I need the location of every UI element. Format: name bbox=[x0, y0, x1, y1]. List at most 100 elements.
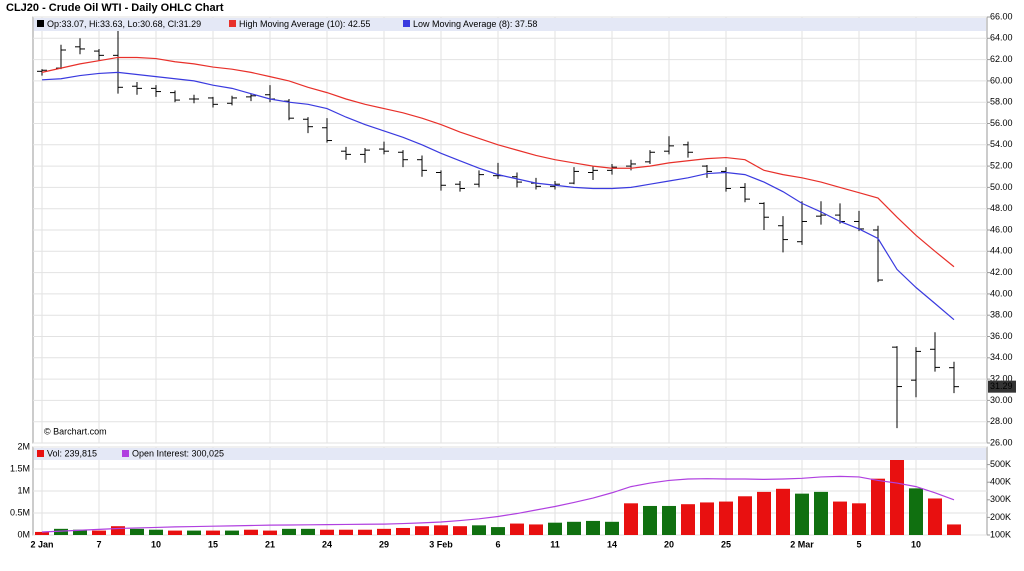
y-tick-label: 46.00 bbox=[990, 224, 1013, 234]
y-tick-label: 1.5M bbox=[10, 463, 30, 473]
x-tick-label: 7 bbox=[96, 539, 101, 549]
x-tick-label: 10 bbox=[911, 539, 921, 549]
x-tick-label: 29 bbox=[379, 539, 389, 549]
volume-bar bbox=[795, 493, 809, 535]
volume-bar bbox=[719, 501, 733, 535]
y2-tick-label: 500K bbox=[990, 459, 1011, 469]
volume-bar bbox=[358, 529, 372, 535]
y-tick-label: 40.00 bbox=[990, 288, 1013, 298]
x-tick-label: 25 bbox=[721, 539, 731, 549]
chart-title: CLJ20 - Crude Oil WTI - Daily OHLC Chart bbox=[6, 2, 224, 14]
y-tick-label: 62.00 bbox=[990, 54, 1013, 64]
x-tick-label: 3 Feb bbox=[429, 539, 453, 549]
legend-swatch bbox=[37, 20, 44, 27]
x-tick-label: 11 bbox=[550, 539, 560, 549]
volume-bar bbox=[396, 527, 410, 535]
volume-bar bbox=[700, 502, 714, 535]
volume-bar bbox=[73, 529, 87, 535]
last-price-box bbox=[988, 380, 1016, 393]
y-tick-label: 58.00 bbox=[990, 97, 1013, 107]
legend-swatch bbox=[229, 20, 236, 27]
volume-bar bbox=[225, 530, 239, 535]
volume-bar bbox=[149, 529, 163, 535]
volume-bar bbox=[871, 478, 885, 535]
y-tick-label: 1M bbox=[17, 485, 30, 495]
volume-bar bbox=[282, 528, 296, 535]
volume-bar bbox=[548, 522, 562, 535]
volume-bar bbox=[510, 523, 524, 535]
volume-bar bbox=[244, 529, 258, 535]
legend-swatch bbox=[403, 20, 410, 27]
volume-bar bbox=[852, 503, 866, 535]
x-tick-label: 14 bbox=[607, 539, 617, 549]
volume-bar bbox=[814, 491, 828, 535]
y-tick-label: 42.00 bbox=[990, 267, 1013, 277]
x-tick-label: 10 bbox=[151, 539, 161, 549]
x-tick-label: 5 bbox=[856, 539, 861, 549]
legend-label: Vol: 239,815 bbox=[47, 448, 97, 458]
y-tick-label: 28.00 bbox=[990, 416, 1013, 426]
volume-bar bbox=[491, 527, 505, 535]
legend-label: Open Interest: 300,025 bbox=[132, 448, 224, 458]
volume-bar bbox=[339, 529, 353, 535]
volume-bar bbox=[92, 530, 106, 535]
volume-bar bbox=[301, 528, 315, 535]
volume-bar bbox=[187, 530, 201, 535]
volume-bar bbox=[320, 529, 334, 535]
legend-label: Low Moving Average (8): 37.58 bbox=[413, 19, 537, 29]
marks: 31.29 bbox=[35, 27, 1016, 535]
volume-bar bbox=[529, 524, 543, 535]
x-tick-label: 2 Mar bbox=[790, 539, 814, 549]
x-tick-label: 15 bbox=[208, 539, 218, 549]
y2-tick-label: 300K bbox=[990, 494, 1011, 504]
y-tick-label: 38.00 bbox=[990, 310, 1013, 320]
last-price-label: 31.29 bbox=[990, 381, 1013, 391]
volume-bar bbox=[605, 521, 619, 535]
y-tick-label: 56.00 bbox=[990, 118, 1013, 128]
volume-bar bbox=[890, 458, 904, 535]
volume-bar bbox=[833, 501, 847, 535]
x-tick-label: 6 bbox=[495, 539, 500, 549]
volume-bar bbox=[586, 520, 600, 535]
volume-bar bbox=[567, 521, 581, 535]
y-tick-label: 0.5M bbox=[10, 507, 30, 517]
x-tick-label: 2 Jan bbox=[30, 539, 53, 549]
y-tick-label: 54.00 bbox=[990, 139, 1013, 149]
y-tick-label: 64.00 bbox=[990, 33, 1013, 43]
y-tick-label: 36.00 bbox=[990, 331, 1013, 341]
x-tick-label: 24 bbox=[322, 539, 332, 549]
volume-bar bbox=[662, 505, 676, 535]
volume-bar bbox=[434, 525, 448, 535]
y2-tick-label: 200K bbox=[990, 512, 1011, 522]
volume-bar bbox=[909, 488, 923, 535]
legend-band bbox=[34, 448, 986, 460]
volume-bar bbox=[776, 488, 790, 535]
open-interest-line bbox=[41, 475, 955, 533]
x-tick-label: 21 bbox=[265, 539, 275, 549]
volume-bar bbox=[206, 530, 220, 535]
legend-label: Op:33.07, Hi:33.63, Lo:30.68, Cl:31.29 bbox=[47, 19, 201, 29]
y-tick-label: 48.00 bbox=[990, 203, 1013, 213]
y-tick-label: 32.00 bbox=[990, 373, 1013, 383]
y-tick-label: 60.00 bbox=[990, 75, 1013, 85]
legend-swatch bbox=[37, 450, 44, 457]
y-tick-label: 50.00 bbox=[990, 182, 1013, 192]
y2-tick-label: 400K bbox=[990, 477, 1011, 487]
y-tick-label: 30.00 bbox=[990, 395, 1013, 405]
y-tick-label: 52.00 bbox=[990, 160, 1013, 170]
legend: Op:33.07, Hi:33.63, Lo:30.68, Cl:31.29 Hi… bbox=[37, 19, 537, 458]
legend-band bbox=[34, 18, 986, 31]
volume-bar bbox=[947, 524, 961, 535]
y2-tick-label: 100K bbox=[990, 529, 1011, 539]
source-note: © Barchart.com bbox=[44, 426, 107, 436]
y-tick-label: 34.00 bbox=[990, 352, 1013, 362]
volume-bar bbox=[738, 496, 752, 535]
volume-bar bbox=[415, 526, 429, 535]
volume-bar bbox=[643, 505, 657, 535]
legend-label: High Moving Average (10): 42.55 bbox=[239, 19, 370, 29]
moving-average-line bbox=[41, 71, 955, 321]
volume-bar bbox=[54, 528, 68, 535]
y-tick-label: 26.00 bbox=[990, 437, 1013, 447]
volume-bar bbox=[263, 530, 277, 535]
